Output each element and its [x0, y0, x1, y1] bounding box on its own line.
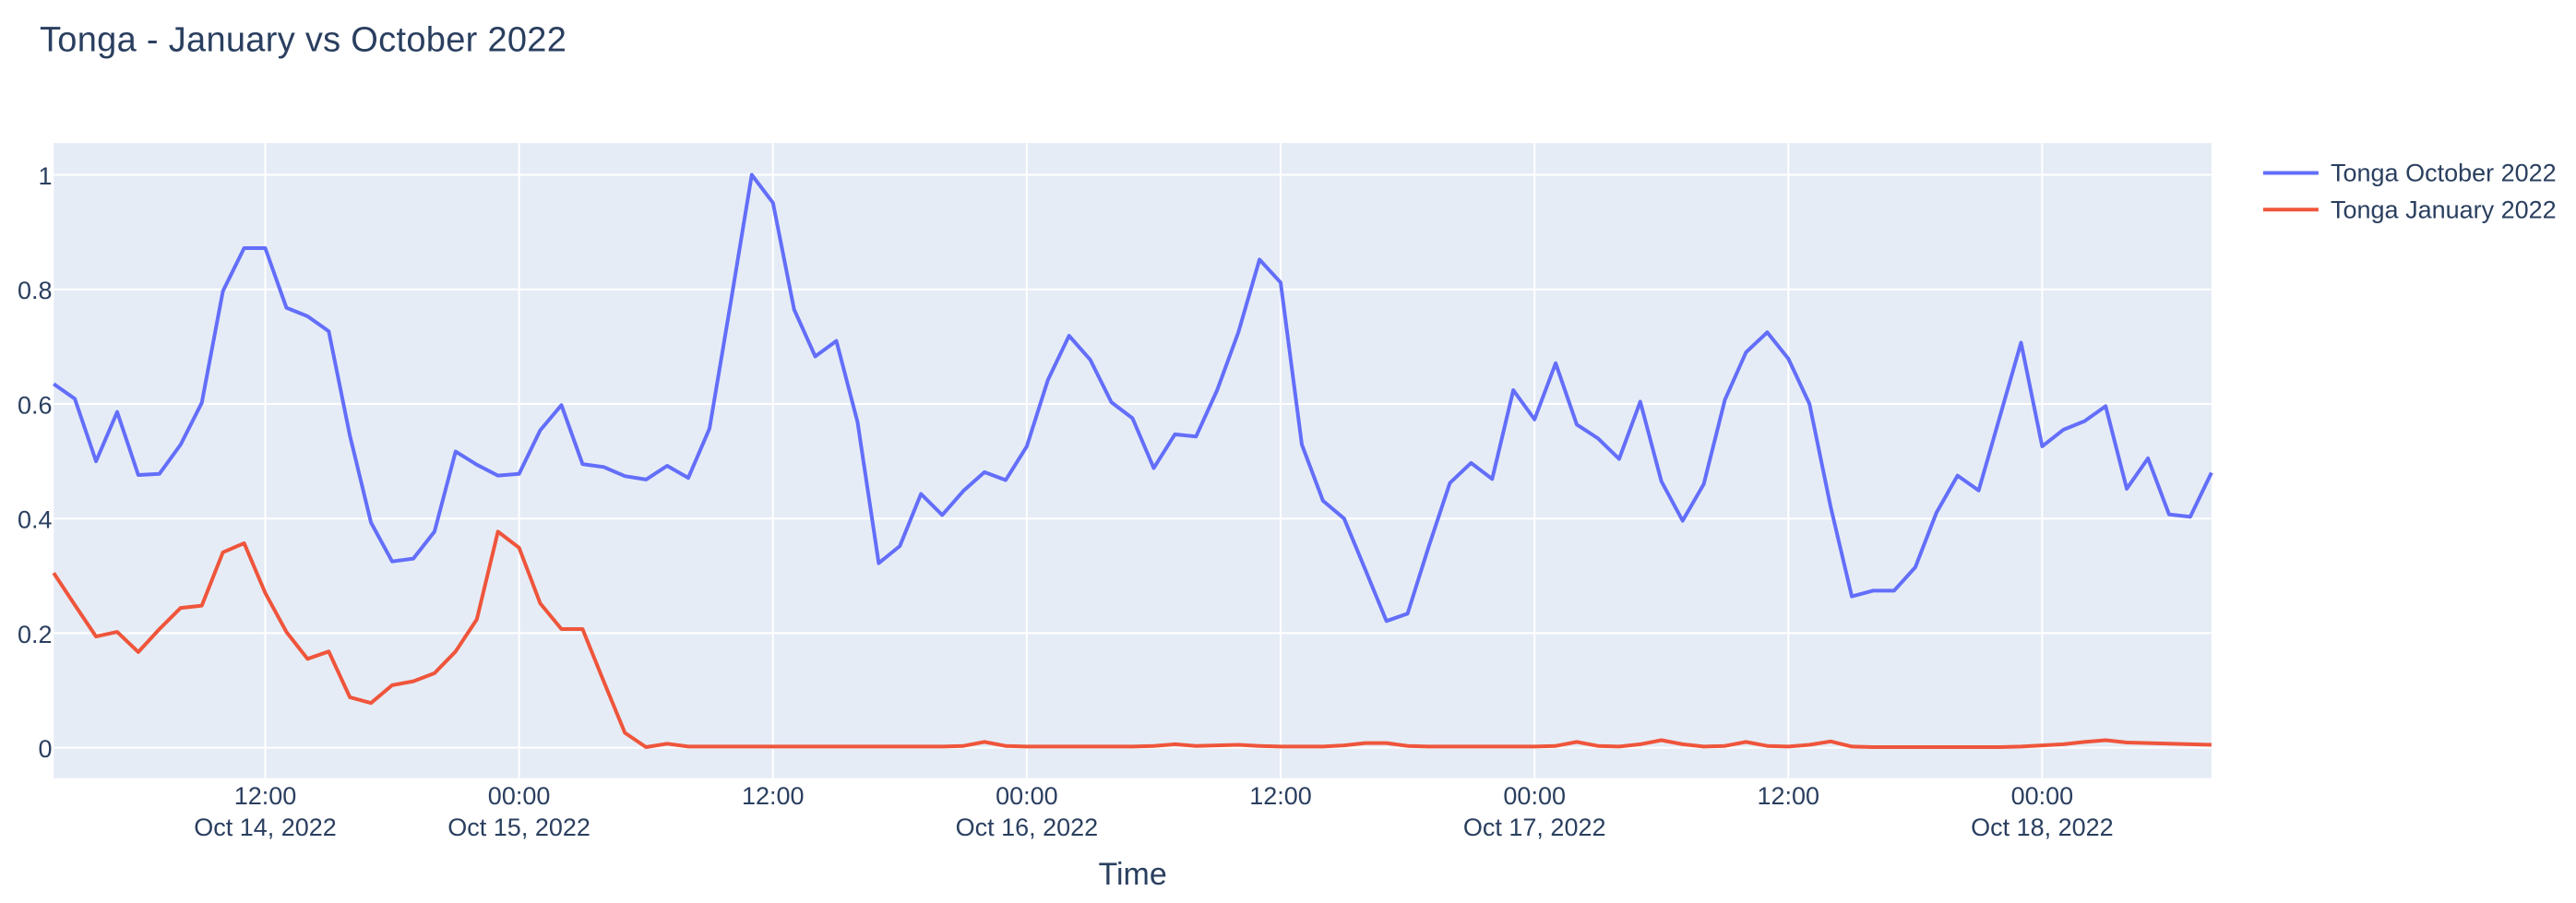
svg-text:00:00: 00:00: [1503, 782, 1566, 810]
svg-text:00:00: 00:00: [996, 782, 1058, 810]
svg-text:0.2: 0.2: [18, 621, 53, 648]
svg-text:0: 0: [38, 735, 52, 763]
svg-text:Oct 14, 2022: Oct 14, 2022: [194, 814, 337, 841]
svg-text:00:00: 00:00: [488, 782, 551, 810]
svg-text:Oct 17, 2022: Oct 17, 2022: [1463, 814, 1606, 841]
svg-text:Tonga - January vs October 202: Tonga - January vs October 2022: [40, 21, 566, 60]
svg-text:0.6: 0.6: [18, 391, 53, 419]
svg-text:Tonga January 2022: Tonga January 2022: [2331, 196, 2557, 223]
svg-text:1: 1: [38, 162, 52, 190]
svg-text:12:00: 12:00: [234, 782, 297, 810]
svg-text:Time: Time: [1098, 857, 1166, 892]
svg-text:12:00: 12:00: [1249, 782, 1312, 810]
svg-text:Oct 15, 2022: Oct 15, 2022: [447, 814, 590, 841]
svg-text:Oct 16, 2022: Oct 16, 2022: [956, 814, 1099, 841]
svg-text:0.4: 0.4: [18, 506, 53, 534]
svg-text:Oct 18, 2022: Oct 18, 2022: [1971, 814, 2114, 841]
svg-text:0.8: 0.8: [18, 277, 53, 304]
svg-text:12:00: 12:00: [1758, 782, 1820, 810]
svg-text:00:00: 00:00: [2011, 782, 2074, 810]
svg-text:Tonga October 2022: Tonga October 2022: [2331, 160, 2557, 187]
svg-text:12:00: 12:00: [742, 782, 805, 810]
